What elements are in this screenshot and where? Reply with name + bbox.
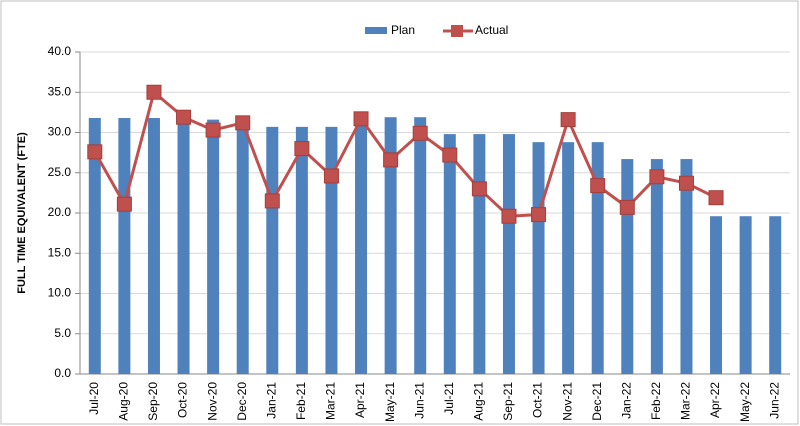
marker [383,152,399,168]
x-tick-label: Jan-22 [619,382,633,419]
marker [501,208,517,224]
marker [264,193,280,209]
x-tick-label: Mar-21 [324,382,338,420]
x-tick-label: Jun-21 [412,382,426,419]
bar [562,142,575,374]
legend-label: Actual [475,23,508,37]
x-tick-label: Apr-21 [353,382,367,418]
marker [471,181,487,197]
x-tick-label: Mar-22 [679,382,693,420]
x-tick-label: Aug-21 [472,382,486,421]
x-tick-label: May-21 [383,382,397,422]
bar [147,118,160,374]
bar [207,119,220,375]
bar [769,216,782,374]
bar [236,123,249,375]
marker [176,109,192,125]
marker [649,169,665,185]
x-tick-label: May-22 [738,382,752,422]
marker [87,144,103,160]
legend-label: Plan [391,23,415,37]
bar [88,118,101,374]
bar [295,126,308,375]
x-tick-label: Feb-21 [294,382,308,420]
bar [502,134,515,374]
x-tick-label: Jan-21 [264,382,278,419]
bar [355,120,368,374]
bar [532,142,545,374]
marker [531,207,547,223]
bar [680,159,693,374]
y-tick-label: 5.0 [54,326,71,340]
x-tick-label: Jun-22 [767,382,781,419]
bar [414,117,427,374]
bar [443,134,456,374]
x-tick-label: Sep-21 [501,382,515,421]
y-tick-label: 30.0 [48,125,72,139]
marker [353,111,369,127]
marker [590,178,606,194]
bar [710,216,723,374]
bar [177,118,190,374]
bar [739,216,752,374]
x-tick-label: Nov-20 [205,382,219,421]
marker [323,168,339,184]
marker [116,196,132,212]
x-tick-label: Sep-20 [146,382,160,421]
line [93,89,717,218]
x-tick-label: Jul-20 [87,382,101,415]
y-tick-label: 15.0 [48,245,72,259]
y-tick-label: 10.0 [48,286,72,300]
marker [619,199,635,215]
bar [266,126,279,375]
y-tick-label: 35.0 [48,84,72,98]
marker [560,112,576,128]
bar [384,117,397,374]
x-tick-label: Apr-22 [708,382,722,418]
legend-swatch [365,27,387,34]
bar [473,134,486,374]
bar [118,118,131,374]
x-tick-label: Dec-20 [235,382,249,421]
marker [442,147,458,163]
y-tick-label: 25.0 [48,165,72,179]
x-tick-label: Oct-20 [176,382,190,418]
marker [412,125,428,141]
bar [591,142,604,374]
marker [678,175,694,191]
y-tick-label: 20.0 [48,205,72,219]
x-tick-label: Jul-21 [442,382,456,415]
bar [325,126,338,375]
y-axis-title: FULL TIME EQUIVALENT (FTE) [16,132,28,294]
marker [205,122,221,138]
marker [708,190,724,206]
x-tick-label: Feb-22 [649,382,663,420]
bar [650,159,663,374]
marker [294,141,310,157]
x-tick-label: Oct-21 [531,382,545,418]
x-tick-label: Nov-21 [560,382,574,421]
legend-swatch [451,25,463,37]
marker [235,115,251,131]
bar [621,159,634,374]
marker [146,84,162,100]
y-tick-label: 40.0 [48,44,72,58]
y-tick-label: 0.0 [54,366,71,380]
x-tick-label: Dec-21 [590,382,604,421]
x-tick-label: Aug-20 [117,382,131,421]
